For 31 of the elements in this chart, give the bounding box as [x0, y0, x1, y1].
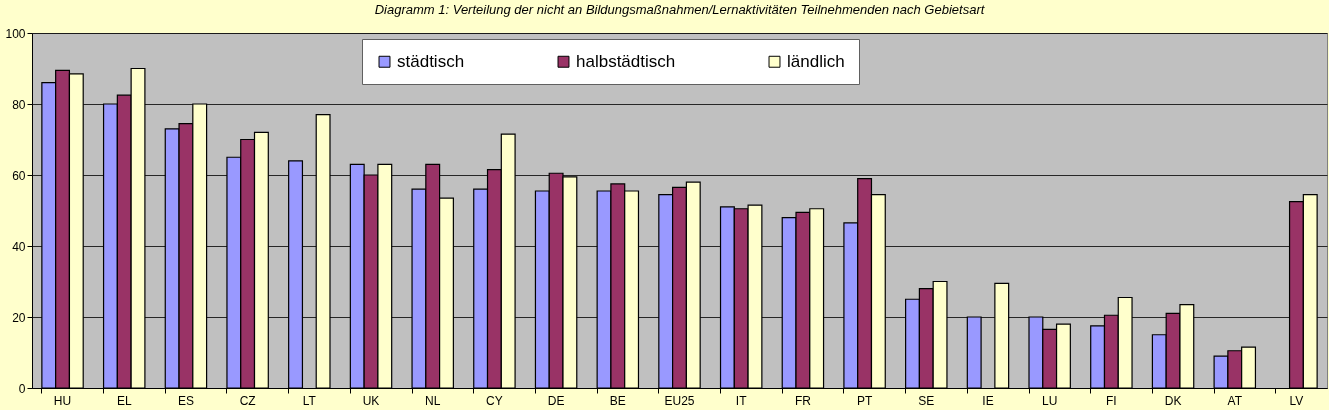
y-tick-label: 20 — [12, 310, 26, 325]
x-tick-label: LV — [1289, 393, 1304, 408]
x-tick-label: EU25 — [664, 393, 695, 408]
legend-label: halbstädtisch — [576, 51, 676, 71]
x-tick-label: HU — [53, 393, 72, 408]
x-tick-label: DK — [1164, 393, 1182, 408]
legend-label: städtisch — [397, 51, 465, 71]
chart-title: Diagramm 1: Verteilung der nicht an Bildungsmaßnahmen/Lernaktivitäten Teilnehmenden nach Gebietsart — [374, 2, 986, 17]
x-tick-label: ES — [177, 393, 194, 408]
legend-label: ländlich — [787, 51, 845, 71]
x-tick-label: PT — [856, 393, 873, 408]
x-tick-label: SE — [918, 393, 935, 408]
x-tick-label: NL — [425, 393, 441, 408]
x-tick-label: LT — [302, 393, 317, 408]
y-tick-label: 100 — [5, 26, 26, 41]
x-tick-label: CZ — [239, 393, 256, 408]
y-tick-label: 80 — [12, 97, 26, 112]
y-tick-label: 0 — [18, 381, 26, 396]
y-tick-label: 60 — [12, 168, 26, 183]
x-tick-label: IE — [982, 393, 994, 408]
x-tick-label: CY — [486, 393, 503, 408]
x-tick-label: AT — [1227, 393, 1243, 408]
x-tick-label: FI — [1106, 393, 1117, 408]
x-tick-label: UK — [362, 393, 380, 408]
x-tick-label: LU — [1042, 393, 1058, 408]
x-tick-label: EL — [116, 393, 132, 408]
x-tick-label: BE — [609, 393, 626, 408]
x-tick-label: FR — [794, 393, 812, 408]
x-tick-label: DE — [547, 393, 565, 408]
y-tick-label: 40 — [12, 239, 26, 254]
x-tick-label: IT — [735, 393, 748, 408]
